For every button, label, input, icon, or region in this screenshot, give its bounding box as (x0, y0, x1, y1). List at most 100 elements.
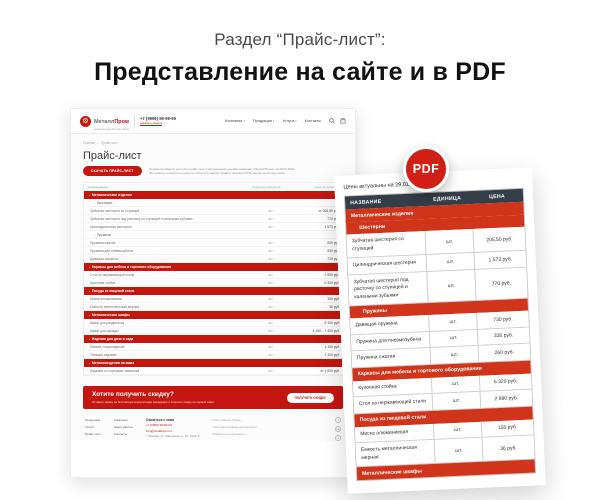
site-section-row[interactable]: › Каркасы для мебели и торгового оборудов… (84, 263, 342, 271)
pdf-col-price: ЦЕНА (488, 193, 506, 200)
site-price-row: Тележка садовая шт. 2 300 руб. (84, 351, 342, 359)
item-name: Мангал стационарный (90, 344, 125, 349)
item-price: 260 руб. (477, 343, 531, 362)
brand-logo[interactable]: МеталлПром металлоизделия под заказ (94, 111, 129, 131)
legal-line: ООО «МеталлПром» (212, 418, 242, 422)
nav-item-contacts[interactable]: Контакты (304, 119, 321, 123)
site-section-row[interactable]: › Металлические изделия (84, 191, 342, 199)
item-name: Емкость металлическая мерная (360, 444, 418, 461)
page-heading: Раздел “Прайс-лист”: Представление на са… (0, 30, 600, 87)
intro-row: СКАЧАТЬ ПРАЙС-ЛИСТ В данном разделе дост… (83, 166, 343, 176)
site-section-row[interactable]: › Изделия для дачи и сада (84, 335, 342, 343)
item-unit: шт. (428, 312, 477, 331)
site-subsection-row[interactable]: › Шестерни (84, 199, 342, 207)
chevron-icon: › (89, 193, 90, 197)
footer-link[interactable]: Прайс-лист (85, 431, 101, 436)
item-unit: шт. (268, 240, 274, 245)
site-section-row[interactable]: › Посуда из пищевой стали (84, 287, 342, 295)
item-unit: шт. (268, 352, 274, 357)
site-price-row: Зубчатая шестерня под расточку со ступиц… (84, 215, 342, 223)
breadcrumb: Главная – Прайс-лист (83, 134, 343, 145)
col-unit: Единица измерения (252, 185, 282, 189)
footer-link[interactable]: Наши работы (113, 424, 133, 429)
logo-gear-icon[interactable]: ⚙ (80, 115, 91, 127)
item-unit: шт. (430, 375, 480, 393)
footer-links-2: Компания Наши работы Контакты (114, 417, 133, 441)
pdf-price-table: НАЗВАНИЕ ЕДИНИЦА ЦЕНА Металлические изде… (343, 187, 537, 482)
pdf-document: Цены актуальны на 29.01.2024 НАЗВАНИЕ ЕД… (334, 167, 546, 494)
item-unit: шт. (268, 256, 274, 261)
site-section-row[interactable]: › Металлоизделия на заказ (84, 359, 342, 367)
site-header: ⚙ МеталлПром металлоизделия под заказ +7… (71, 109, 355, 134)
row-label: Пружины (97, 232, 112, 237)
row-label: Каркасы для мебели и торгового оборудова… (92, 265, 171, 269)
header-divider (133, 115, 135, 127)
footer-link[interactable]: Услуги (85, 424, 95, 429)
search-icon[interactable] (329, 118, 335, 124)
site-body: Главная – Прайс-лист Прайс-лист СКАЧАТЬ … (71, 134, 355, 441)
legal-line[interactable]: Реквизиты и документы (212, 431, 246, 436)
item-price: 36 руб. (481, 435, 535, 461)
social-icon-3[interactable]: t (335, 435, 341, 441)
footer-link[interactable]: Продукция (85, 418, 101, 422)
item-unit: шт. (268, 320, 274, 325)
social-icon-1[interactable]: f (335, 417, 341, 423)
footer-link[interactable]: Компания (113, 418, 128, 422)
breadcrumb-home[interactable]: Главная (83, 141, 96, 145)
row-label: Шестерни (97, 200, 113, 205)
pdf-col-name: НАЗВАНИЕ (350, 198, 382, 206)
intro-line2: Вы можете посмотреть цены на сайте или с… (149, 171, 286, 175)
item-price: 1 573 руб. (473, 250, 527, 269)
breadcrumb-separator: – (97, 141, 99, 145)
item-price: от 205,50 руб. (318, 208, 340, 213)
intro-line1: В данном разделе доступен прайс-лист с а… (149, 166, 296, 171)
item-price: 5 100 руб. (324, 320, 340, 325)
row-label: Металлические изделия (92, 193, 132, 197)
get-discount-button[interactable]: ПОЛУЧИТЬ СКИДКУ (286, 392, 334, 403)
item-unit: шт. (432, 421, 482, 439)
item-price: 1 573 руб. (324, 224, 340, 229)
site-page-title: Прайс-лист (83, 150, 142, 162)
item-name: Зубчатая шестерня со ступицей (351, 236, 404, 252)
cta-title: Хотите получить скидку? (92, 391, 174, 398)
row-label: Посуда из пищевой стали (92, 289, 135, 293)
item-unit: шт. (268, 368, 274, 373)
social-icon-2[interactable]: vk (335, 426, 341, 432)
site-subsection-row[interactable]: › Пружины (84, 231, 342, 239)
item-unit: шт. (431, 391, 481, 410)
brand-part2: Пром (114, 119, 129, 126)
item-price: 6 320 руб. (324, 280, 340, 285)
legal-line[interactable]: Политика конфиденциальности (212, 424, 257, 429)
item-price: 205,50 руб. (472, 226, 526, 252)
item-name: Кухонная стойка (90, 280, 116, 285)
site-price-table: Наименование Единица измерения Цена за е… (83, 182, 343, 376)
site-section-row[interactable]: › Металлические шкафы (84, 311, 342, 319)
footer-social: f vk t (335, 417, 341, 441)
item-unit: шт. (268, 344, 274, 349)
footer-email[interactable]: info@metallprom.ru (145, 428, 173, 433)
pdf-badge-icon: PDF (403, 146, 449, 192)
item-unit: шт. (268, 296, 274, 301)
item-unit: шт. (433, 437, 483, 463)
item-name: Миска алюминиевая (90, 296, 122, 301)
chevron-down-icon: ▾ (272, 119, 275, 123)
footer-link[interactable]: Контакты (113, 431, 127, 436)
item-price: 6 320 руб. (478, 373, 532, 391)
nav-item-company[interactable]: Компания ▾ (224, 119, 245, 123)
download-price-button[interactable]: СКАЧАТЬ ПРАЙС-ЛИСТ (83, 166, 142, 176)
call-request-link[interactable]: заказать звонок (139, 121, 163, 126)
nav-item-services[interactable]: Услуги ▾ (282, 119, 297, 123)
row-label: Металлические шкафы (92, 313, 131, 317)
cart-icon[interactable] (340, 118, 346, 124)
item-unit: шт. (428, 329, 478, 347)
phone-block: +7 (9999) 99-99-99 заказать звонок (139, 116, 176, 126)
discount-banner: Хотите получить скидку? Оставьте заявку … (83, 386, 343, 409)
site-table-header: Наименование Единица измерения Цена за е… (84, 183, 342, 191)
row-label: Изделия для дачи и сада (92, 337, 134, 341)
site-nav: Компания ▾ Продукция ▾ Услуги ▾ Контакты (225, 119, 321, 123)
item-price: от 1 000 руб. (320, 368, 340, 373)
item-unit: шт. (425, 252, 475, 271)
nav-item-products[interactable]: Продукция ▾ (252, 119, 275, 123)
footer-phone[interactable]: +7 (9999) 99-99-99 (145, 423, 172, 428)
